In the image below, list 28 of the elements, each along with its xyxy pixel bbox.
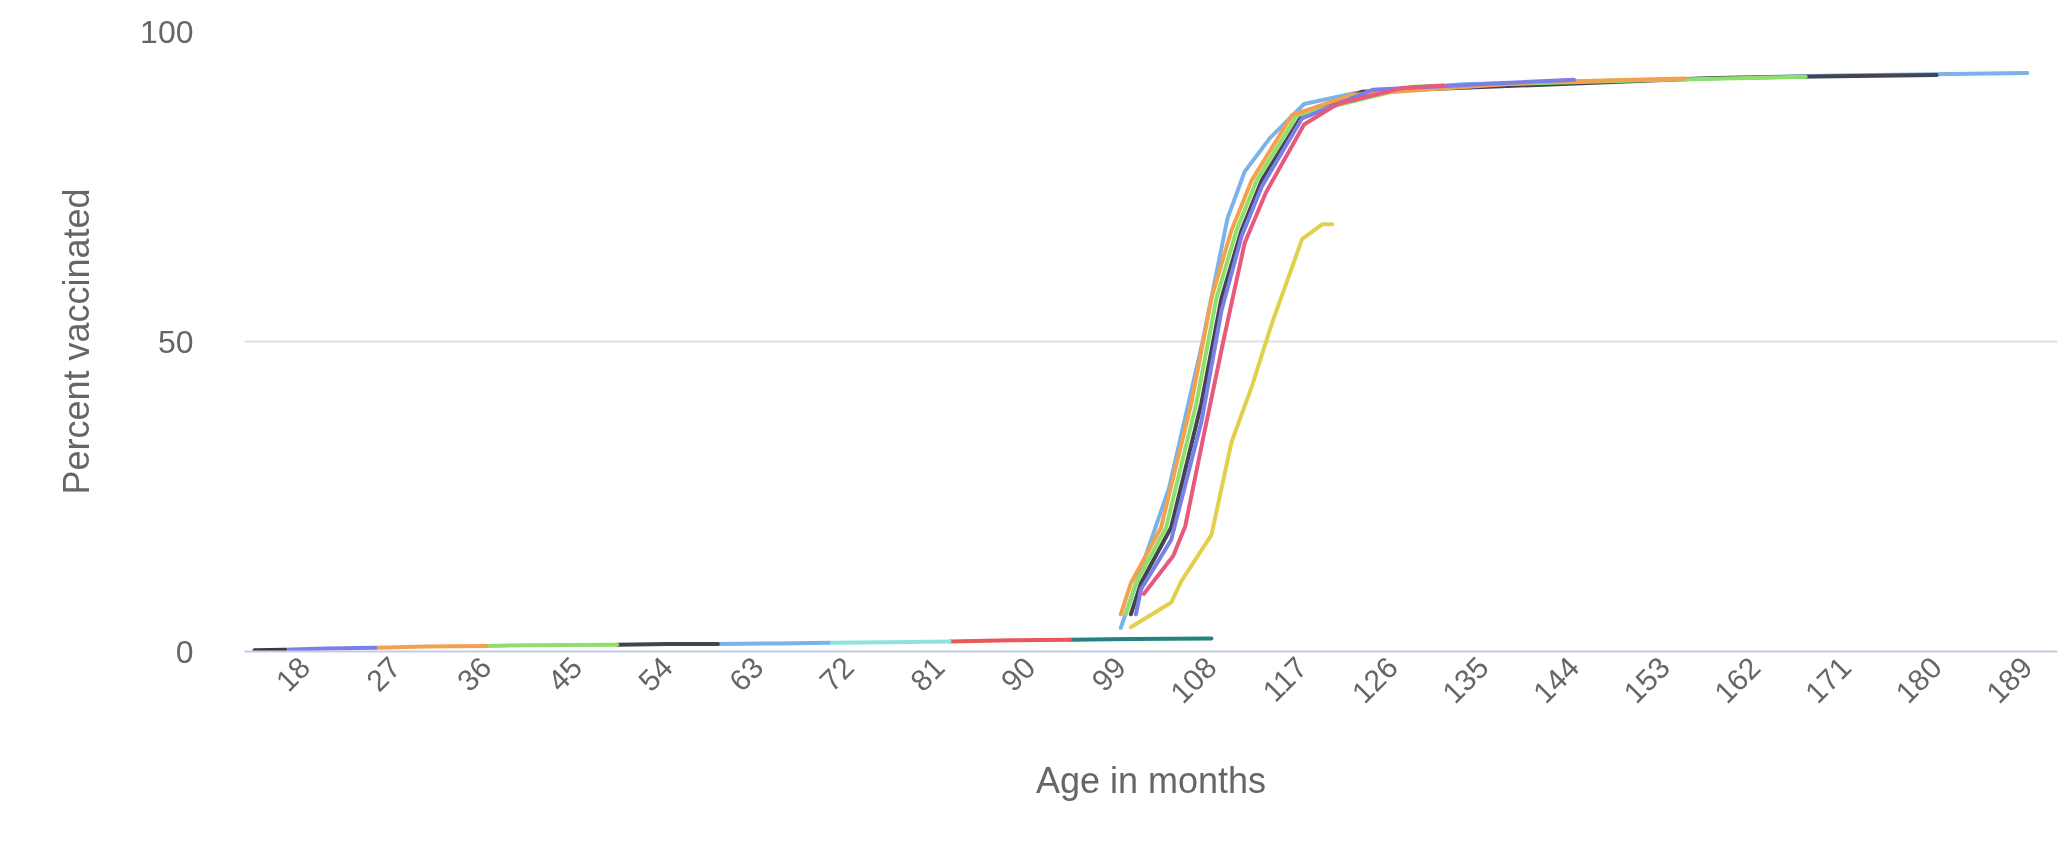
x-axis-title: Age in months [1035,760,1267,802]
y-tick-label: 100 [140,13,194,50]
x-tick-label: 135 [1435,650,1495,710]
x-tick-label: 36 [450,650,498,698]
line-series [1133,77,1577,617]
x-tick-label: 81 [903,650,951,698]
x-tick-label: 180 [1889,650,1948,710]
x-tick-label: 27 [359,650,407,698]
y-tick-label: 50 [157,323,194,360]
line-series [1128,222,1335,630]
x-tick-label: 18 [269,650,317,698]
x-tick-label: 144 [1526,650,1586,710]
x-tick-label: 63 [722,650,770,698]
x-tick-label: 171 [1798,650,1858,710]
x-tick-label: 162 [1707,650,1767,710]
x-tick-label: 153 [1617,650,1676,710]
x-tick-label: 108 [1164,650,1223,710]
x-tick-label: 189 [1979,650,2039,710]
y-axis-title: Percent vaccinated [56,188,98,495]
x-tick-label: 72 [813,650,861,698]
x-tick-label: 90 [994,650,1042,698]
x-tick-label: 45 [541,650,589,698]
line-series [1141,83,1446,596]
y-tick-label: 0 [175,633,194,670]
x-tick-label: 117 [1256,650,1314,708]
x-tick-label: 126 [1345,650,1405,710]
x-tick-label: 54 [631,650,679,698]
x-tick-label: 99 [1085,650,1133,698]
